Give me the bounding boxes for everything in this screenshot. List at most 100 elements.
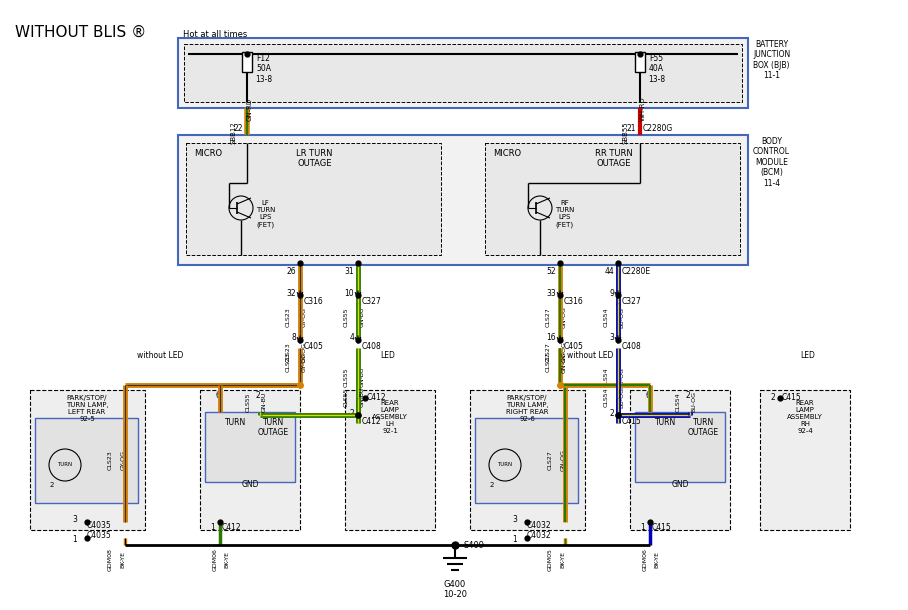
Text: C415: C415 [782,393,802,403]
Text: C316: C316 [564,297,584,306]
Text: C2280E: C2280E [622,267,651,276]
Text: CLS27: CLS27 [546,342,550,362]
Text: GN-BU: GN-BU [262,392,267,412]
Text: 16: 16 [547,334,556,342]
Bar [200,390,300,530]
Bar [184,44,742,102]
Text: WH-RD: WH-RD [640,96,646,121]
Text: GN-BU: GN-BU [360,367,364,387]
Text: C405: C405 [304,342,324,351]
Text: 1: 1 [512,536,517,545]
Text: MICRO: MICRO [194,149,222,158]
Text: GND: GND [242,480,259,489]
Text: CLS55: CLS55 [343,367,349,387]
Text: TURN
OUTAGE: TURN OUTAGE [258,418,289,437]
Text: CLS54: CLS54 [604,367,608,387]
Text: BU-OG: BU-OG [692,392,696,412]
Text: 9: 9 [609,289,614,298]
Text: BU-OG: BU-OG [619,367,625,387]
Text: GY-OG: GY-OG [301,342,307,362]
Text: BK-YE: BK-YE [121,551,125,569]
Text: CLS23: CLS23 [285,352,291,372]
Bar [186,143,441,255]
Text: CLS27: CLS27 [548,450,552,470]
Text: RF
TURN
LPS
(FET): RF TURN LPS (FET) [555,200,575,228]
Text: GN-OG: GN-OG [561,351,567,373]
Text: PARK/STOP/
TURN LAMP,
RIGHT REAR
92-6: PARK/STOP/ TURN LAMP, RIGHT REAR 92-6 [506,395,548,422]
Text: SBB55: SBB55 [623,121,629,143]
Text: G400
10-20: G400 10-20 [443,580,467,600]
Text: LF
TURN
LPS
(FET): LF TURN LPS (FET) [256,200,275,228]
Text: 2: 2 [489,482,494,488]
Bar [178,38,748,108]
Text: 4: 4 [349,334,354,342]
Text: 3: 3 [72,515,77,525]
Bar [485,143,740,255]
Text: CLS23: CLS23 [107,450,113,470]
Text: 6: 6 [215,392,220,401]
Text: C4035: C4035 [87,520,112,529]
Text: TURN: TURN [498,462,512,467]
Text: BU-OG: BU-OG [619,306,625,328]
Text: C327: C327 [362,297,381,306]
Bar [178,135,748,265]
Text: 6: 6 [645,392,650,401]
Text: CLS54: CLS54 [604,387,608,407]
Text: C408: C408 [622,342,642,351]
Text: BK-YE: BK-YE [560,551,566,569]
Text: CLS23: CLS23 [285,342,291,362]
Bar [205,412,295,482]
Text: C412: C412 [367,393,387,403]
Text: GN-BU: GN-BU [360,387,364,407]
Text: C415: C415 [622,417,642,426]
Text: 32: 32 [286,289,296,298]
Text: SBB12: SBB12 [230,121,236,144]
Text: TURN: TURN [225,418,246,427]
Text: BK-YE: BK-YE [224,551,230,569]
Bar [630,390,730,530]
Text: CLS55: CLS55 [343,387,349,407]
Text: C327: C327 [622,297,642,306]
Text: BODY
CONTROL
MODULE
(BCM)
11-4: BODY CONTROL MODULE (BCM) 11-4 [753,137,790,188]
Text: LED: LED [801,351,815,360]
Text: 2: 2 [50,482,54,488]
Text: C405: C405 [564,342,584,351]
Text: GDM05: GDM05 [548,548,552,572]
Text: BU-OG: BU-OG [619,387,625,407]
Text: MICRO: MICRO [493,149,521,158]
Text: GY-OG: GY-OG [301,307,307,327]
Text: 31: 31 [344,267,354,276]
Text: CLS55: CLS55 [245,392,251,412]
Text: GN-RD: GN-RD [247,98,253,121]
Bar [635,412,725,482]
Bar [475,418,578,503]
Text: RR TURN
OUTAGE: RR TURN OUTAGE [595,149,633,168]
Text: C408: C408 [362,342,381,351]
Text: 26: 26 [286,267,296,276]
Text: 2: 2 [350,409,354,417]
Text: C316: C316 [304,297,324,306]
Text: 22: 22 [233,124,243,133]
Text: REAR
LAMP
ASSEMBLY
LH
92-1: REAR LAMP ASSEMBLY LH 92-1 [372,400,408,434]
Text: 33: 33 [547,289,556,298]
Text: BK-YE: BK-YE [655,551,659,569]
Text: 2: 2 [686,392,690,401]
Bar [635,52,645,72]
Text: CLS27: CLS27 [546,307,550,327]
Text: GN-OG: GN-OG [561,341,567,363]
Text: 3: 3 [609,334,614,342]
Text: C4032: C4032 [527,531,552,539]
Text: GDM08: GDM08 [107,548,113,572]
Text: CLS55: CLS55 [343,307,349,327]
Bar [30,390,145,530]
Text: REAR
LAMP
ASSEMBLY
RH
92-4: REAR LAMP ASSEMBLY RH 92-4 [787,400,823,434]
Bar [470,390,585,530]
Text: TURN
OUTAGE: TURN OUTAGE [688,418,719,437]
Text: S409: S409 [463,540,484,550]
Text: GDM06: GDM06 [212,548,218,572]
Text: without LED: without LED [137,351,183,360]
Text: GND: GND [671,480,689,489]
Text: 8: 8 [291,334,296,342]
Text: C412: C412 [362,417,381,426]
Text: C412: C412 [222,523,242,533]
